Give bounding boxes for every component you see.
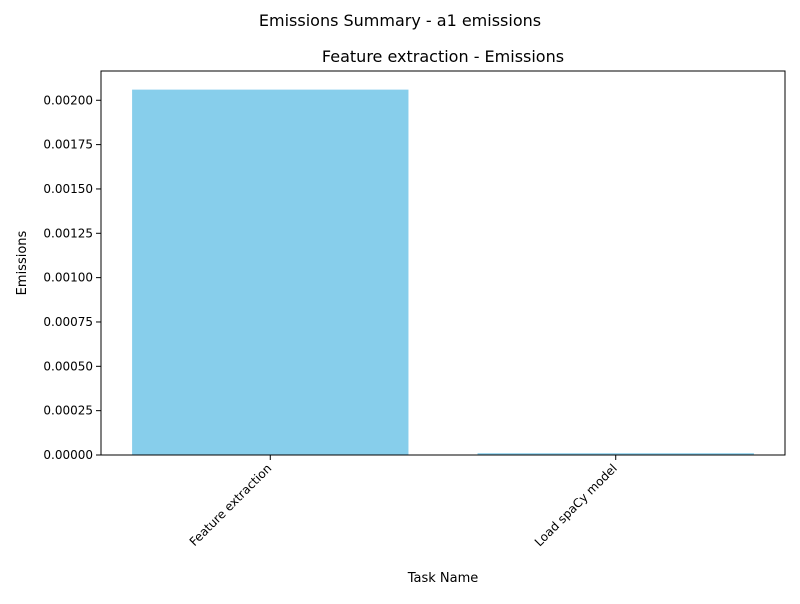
bar-load-spacy-model — [477, 453, 754, 455]
figure-suptitle: Emissions Summary - a1 emissions — [259, 11, 541, 30]
y-tick-label: 0.00050 — [43, 359, 93, 373]
plot-area-frame — [100, 70, 786, 456]
y-axis-ticks: 0.00000 0.00025 0.00050 0.00075 0.00100 0.001… — [43, 93, 101, 462]
bars-layer — [132, 89, 754, 455]
chart-title: Feature extraction - Emissions — [322, 47, 564, 66]
x-axis-label: Task Name — [407, 571, 479, 586]
y-tick-label: 0.00175 — [43, 138, 93, 152]
y-tick-label: 0.00200 — [43, 93, 93, 107]
y-tick-label: 0.00000 — [43, 448, 93, 462]
y-axis-label: Emissions — [15, 230, 30, 295]
y-tick-label: 0.00150 — [43, 182, 93, 196]
y-tick-label: 0.00100 — [43, 271, 93, 285]
y-tick-label: 0.00025 — [43, 404, 93, 418]
y-tick-label: 0.00125 — [43, 226, 93, 240]
bar-feature-extraction — [132, 89, 409, 455]
y-tick-label: 0.00075 — [43, 315, 93, 329]
